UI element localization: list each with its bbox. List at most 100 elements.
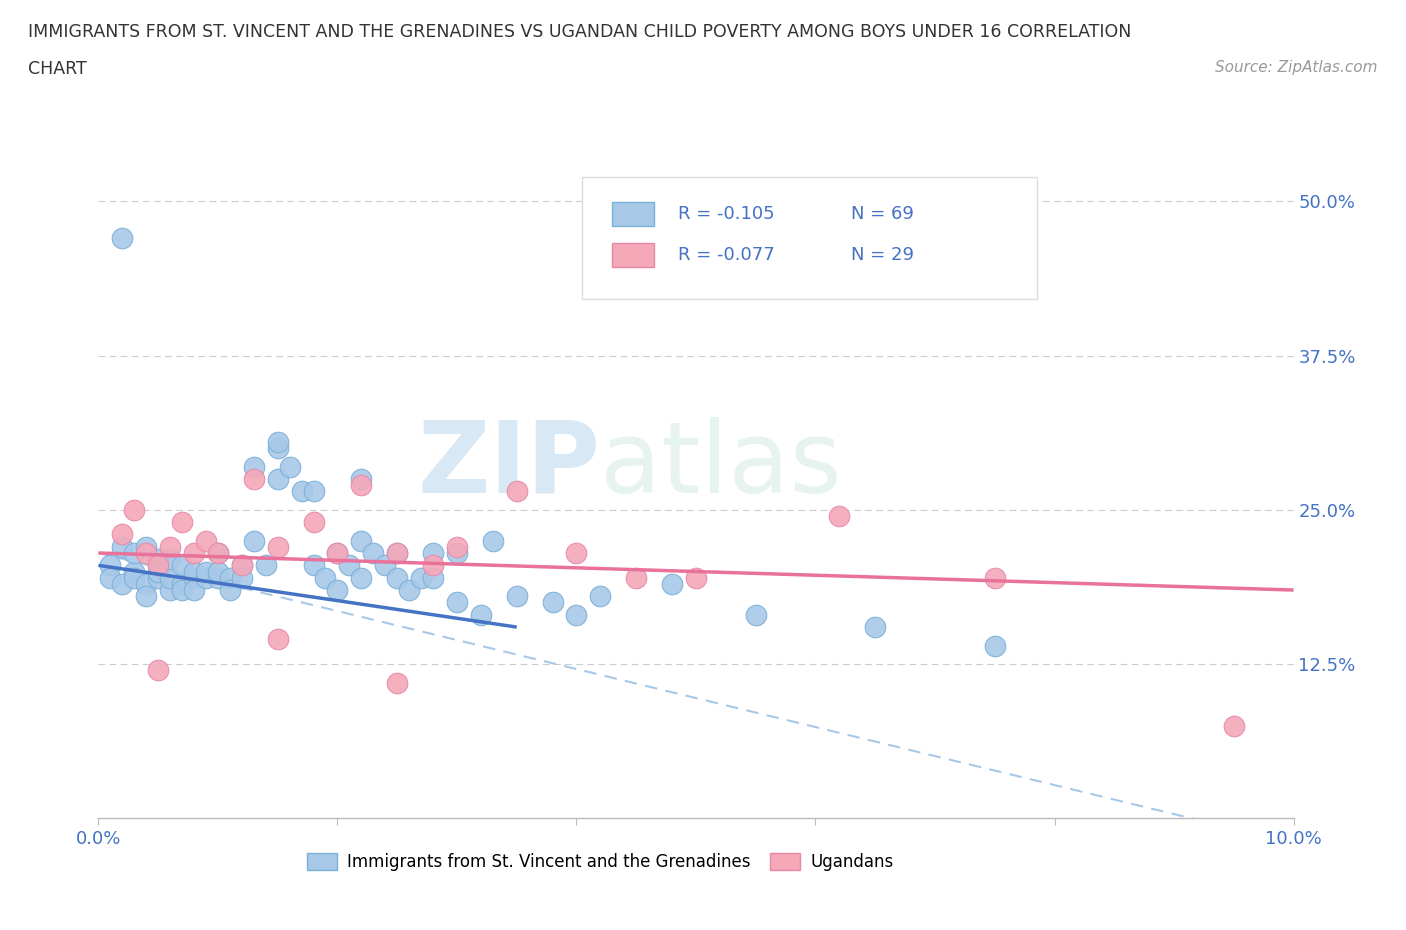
Point xyxy=(422,546,444,561)
Point xyxy=(302,558,325,573)
Point xyxy=(984,570,1007,585)
Point xyxy=(148,663,170,678)
Point xyxy=(267,434,290,449)
FancyBboxPatch shape xyxy=(613,243,654,267)
Point xyxy=(183,582,205,597)
Point xyxy=(207,546,229,561)
Point xyxy=(315,570,337,585)
Text: IMMIGRANTS FROM ST. VINCENT AND THE GRENADINES VS UGANDAN CHILD POVERTY AMONG BO: IMMIGRANTS FROM ST. VINCENT AND THE GREN… xyxy=(28,23,1132,41)
Point xyxy=(172,514,194,529)
Point xyxy=(565,607,588,622)
Point xyxy=(685,280,707,295)
Point xyxy=(374,558,396,573)
Text: N = 29: N = 29 xyxy=(852,246,914,264)
Point xyxy=(350,472,373,486)
Point xyxy=(148,558,170,573)
Point xyxy=(195,533,218,548)
Point xyxy=(135,546,157,561)
Point xyxy=(506,484,529,498)
Point xyxy=(159,582,181,597)
Point xyxy=(159,539,181,554)
Point xyxy=(267,632,290,647)
Point xyxy=(207,565,229,579)
Point xyxy=(231,570,253,585)
Point xyxy=(98,570,122,585)
Point xyxy=(219,582,242,597)
Point xyxy=(111,539,134,554)
Point xyxy=(446,595,468,610)
Point xyxy=(195,570,218,585)
Point xyxy=(243,472,266,486)
Point xyxy=(219,570,242,585)
Point xyxy=(422,570,444,585)
Point xyxy=(231,558,253,573)
Point xyxy=(685,570,707,585)
Text: R = -0.105: R = -0.105 xyxy=(678,206,775,223)
Point xyxy=(385,546,409,561)
Point xyxy=(506,589,529,604)
Text: atlas: atlas xyxy=(600,417,842,514)
Point xyxy=(339,558,361,573)
Point xyxy=(183,546,205,561)
Text: ZIP: ZIP xyxy=(418,417,600,514)
Point xyxy=(565,546,588,561)
Point xyxy=(111,231,134,246)
Point xyxy=(183,565,205,579)
Point xyxy=(661,577,683,591)
Point xyxy=(363,546,385,561)
Point xyxy=(148,565,170,579)
Point xyxy=(302,514,325,529)
Point xyxy=(278,459,301,474)
Point xyxy=(135,589,157,604)
Point xyxy=(135,539,157,554)
Text: R = -0.077: R = -0.077 xyxy=(678,246,775,264)
Point xyxy=(111,577,134,591)
Point xyxy=(350,570,373,585)
Point xyxy=(172,558,194,573)
Point xyxy=(398,582,420,597)
Point xyxy=(172,582,194,597)
Point xyxy=(267,472,290,486)
Point xyxy=(231,558,253,573)
Point xyxy=(183,570,205,585)
Text: N = 69: N = 69 xyxy=(852,206,914,223)
Point xyxy=(745,607,768,622)
Point xyxy=(422,558,444,573)
Point xyxy=(98,558,122,573)
Point xyxy=(589,589,612,604)
Point xyxy=(267,441,290,456)
Point xyxy=(385,546,409,561)
Point xyxy=(135,577,157,591)
Point xyxy=(326,546,349,561)
Point xyxy=(124,502,146,517)
Point xyxy=(350,533,373,548)
Point xyxy=(385,570,409,585)
Point xyxy=(291,484,314,498)
Point xyxy=(267,539,290,554)
Point xyxy=(326,546,349,561)
Point xyxy=(243,533,266,548)
Point xyxy=(385,675,409,690)
Point xyxy=(124,546,146,561)
Point xyxy=(243,459,266,474)
FancyBboxPatch shape xyxy=(582,177,1036,299)
Text: CHART: CHART xyxy=(28,60,87,78)
Point xyxy=(148,570,170,585)
Point xyxy=(207,570,229,585)
Legend: Immigrants from St. Vincent and the Grenadines, Ugandans: Immigrants from St. Vincent and the Gren… xyxy=(301,846,900,878)
Point xyxy=(124,570,146,585)
Point xyxy=(984,638,1007,653)
Point xyxy=(446,539,468,554)
Point xyxy=(148,551,170,566)
Point xyxy=(159,570,181,585)
Point xyxy=(470,607,492,622)
Point xyxy=(865,619,887,634)
Text: Source: ZipAtlas.com: Source: ZipAtlas.com xyxy=(1215,60,1378,75)
Point xyxy=(541,595,564,610)
Point xyxy=(172,577,194,591)
Point xyxy=(1223,718,1246,733)
Point xyxy=(207,546,229,561)
Point xyxy=(482,533,505,548)
Point xyxy=(302,484,325,498)
Point xyxy=(124,565,146,579)
